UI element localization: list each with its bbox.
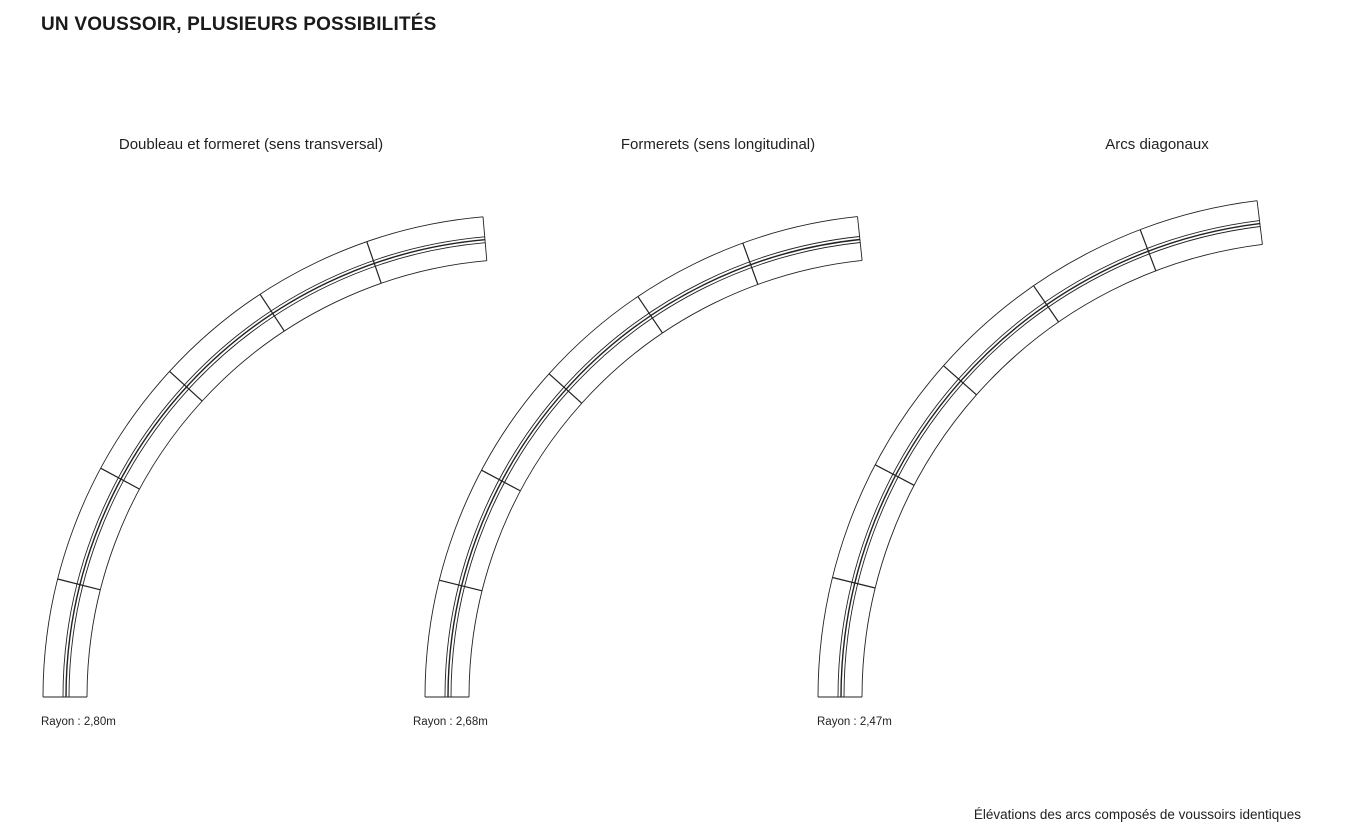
voussoir-joint <box>943 365 977 396</box>
arch-band-line <box>447 238 860 698</box>
voussoir-joint <box>366 241 382 284</box>
voussoir-joint <box>169 370 203 402</box>
voussoir-joint <box>742 242 759 285</box>
voussoir-joint <box>439 579 483 592</box>
arch-band-line <box>62 236 485 698</box>
voussoir-joint <box>57 578 101 591</box>
voussoir-joint <box>481 469 521 492</box>
arch-end-cap <box>857 216 863 261</box>
arch-3-label: Arcs diagonaux <box>1105 136 1209 153</box>
arch-2-elevation <box>424 216 863 698</box>
arch-band-line <box>468 259 863 698</box>
arch-band-line <box>817 200 1258 698</box>
voussoir-joint <box>637 296 663 334</box>
arch-band-line <box>450 242 861 698</box>
arch-1-radius: Rayon : 2,80m <box>41 716 116 728</box>
arch-end-cap <box>1256 200 1263 245</box>
arch-band-line <box>861 243 1263 698</box>
voussoir-joint <box>832 576 876 589</box>
arch-3-radius: Rayon : 2,47m <box>817 716 892 728</box>
arch-1-elevation <box>42 216 488 698</box>
voussoir-joint <box>1033 285 1060 323</box>
voussoir-joint <box>1139 229 1157 272</box>
arch-end-cap <box>482 216 488 261</box>
arch-2-label: Formerets (sens longitudinal) <box>620 136 816 153</box>
arch-band-line <box>42 216 484 698</box>
arch-band-line <box>424 216 858 698</box>
voussoir-joint <box>100 467 140 490</box>
arch-band-line <box>840 222 1260 698</box>
arch-band-line <box>837 220 1260 698</box>
voussoir-joint <box>259 293 285 332</box>
voussoir-joint <box>548 373 583 404</box>
arch-1-label: Doubleau et formeret (sens transversal) <box>118 136 384 153</box>
arch-band-line <box>86 260 487 698</box>
voussoir-joint <box>874 464 915 486</box>
arch-2-radius: Rayon : 2,68m <box>413 716 488 728</box>
arch-band-line <box>444 236 860 698</box>
figure-caption: Élévations des arcs composés de voussoir… <box>973 807 1301 822</box>
arch-3-elevation <box>817 200 1263 698</box>
page-title: UN VOUSSOIR, PLUSIEURS POSSIBILITÉS <box>41 14 437 35</box>
